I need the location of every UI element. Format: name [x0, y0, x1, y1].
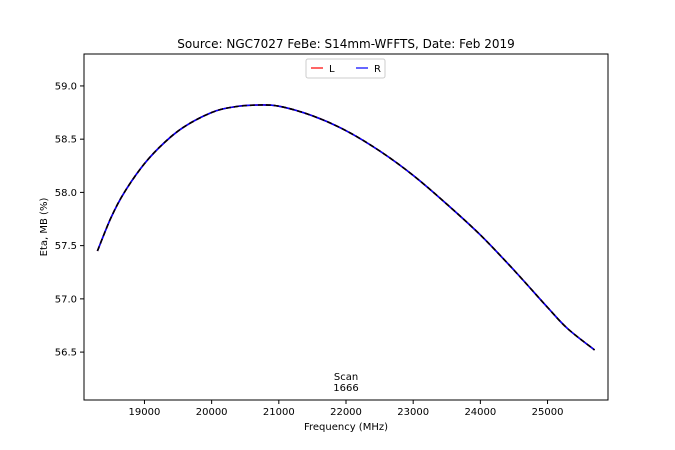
y-tick-label: 56.5 [55, 348, 77, 359]
x-tick-label: 19000 [129, 407, 161, 418]
x-tick-label: 24000 [464, 407, 496, 418]
scan-annotation-label: Scan [334, 372, 358, 383]
x-tick-label: 21000 [263, 407, 295, 418]
legend-label-r: R [374, 64, 381, 75]
legend-box [305, 58, 386, 79]
scan-annotation-number: 1666 [333, 383, 358, 394]
legend-label-l: L [329, 64, 335, 75]
y-tick-label: 57.0 [55, 294, 77, 305]
y-tick-label: 58.5 [55, 135, 77, 146]
chart-title: Source: NGC7027 FeBe: S14mm-WFFTS, Date:… [177, 37, 514, 51]
plot-area [83, 53, 609, 401]
legend: L R [305, 58, 386, 79]
series-overlay-dashed [96, 104, 596, 351]
plot-frame [83, 53, 609, 401]
x-tick-label: 20000 [196, 407, 228, 418]
y-axis-title: Eta, MB (%) [39, 198, 50, 257]
x-tick-label: 25000 [532, 407, 564, 418]
x-axis: 19000 20000 21000 22000 23000 24000 25000 [129, 400, 564, 418]
x-tick-label: 22000 [330, 407, 362, 418]
series-line-l [96, 104, 596, 351]
x-tick-label: 23000 [397, 407, 429, 418]
y-tick-label: 57.5 [55, 241, 77, 252]
x-axis-title: Frequency (MHz) [304, 422, 388, 433]
series-line-r [96, 104, 596, 351]
series-layer [96, 104, 596, 351]
y-axis: 56.5 57.0 57.5 58.0 58.5 59.0 [55, 81, 84, 359]
y-tick-label: 59.0 [55, 81, 77, 92]
y-tick-label: 58.0 [55, 188, 77, 199]
